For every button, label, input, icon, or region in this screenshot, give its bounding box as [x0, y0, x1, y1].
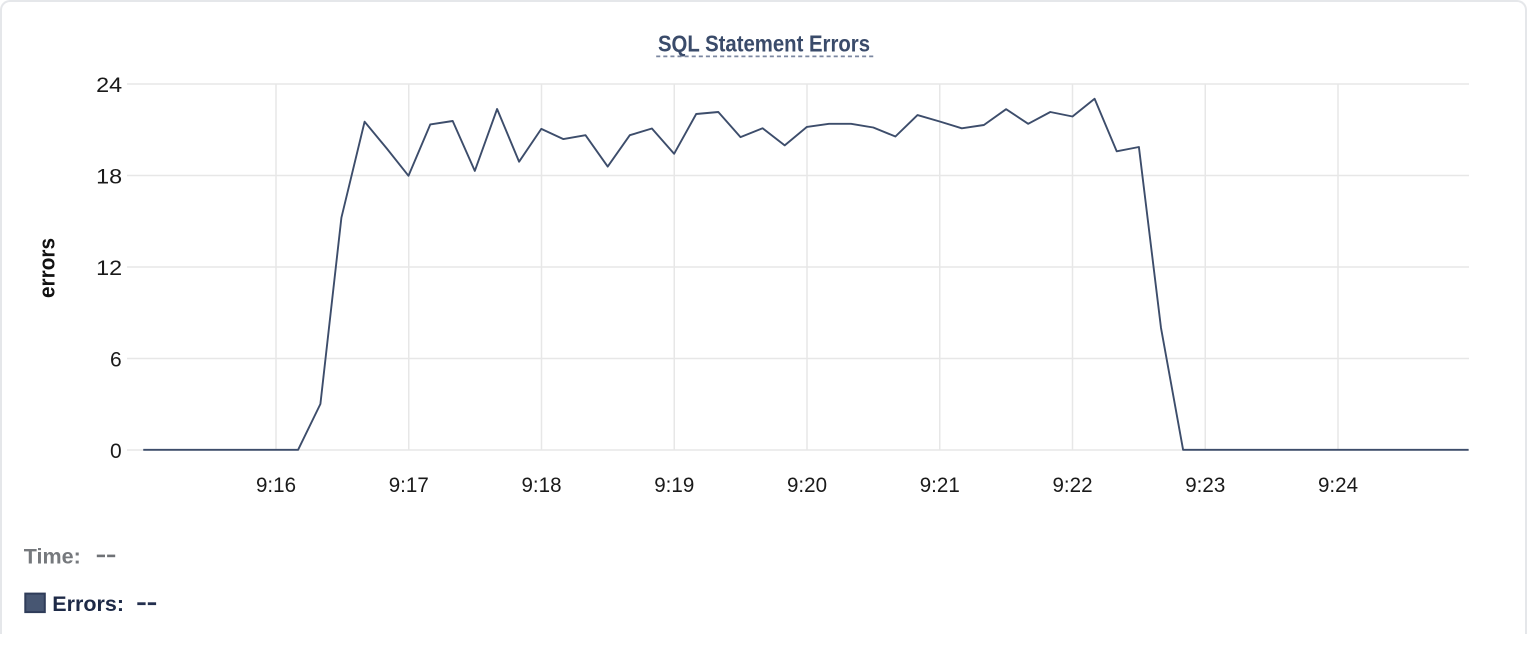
svg-text:9:20: 9:20	[787, 474, 827, 497]
svg-text:9:18: 9:18	[522, 474, 562, 497]
svg-text:24: 24	[96, 74, 122, 97]
svg-text:errors: errors	[34, 238, 59, 298]
svg-text:9:24: 9:24	[1318, 474, 1358, 497]
svg-text:9:22: 9:22	[1053, 474, 1093, 497]
svg-text:9:19: 9:19	[654, 474, 694, 497]
svg-text:Time:: Time:	[24, 545, 81, 569]
svg-text:6: 6	[110, 348, 122, 371]
svg-text:12: 12	[96, 257, 122, 280]
svg-text:0: 0	[110, 440, 122, 463]
svg-text:Errors:: Errors:	[52, 592, 124, 616]
svg-text:18: 18	[96, 165, 122, 188]
svg-text:SQL Statement Errors: SQL Statement Errors	[658, 31, 870, 57]
svg-text:9:23: 9:23	[1185, 474, 1225, 497]
svg-text:9:17: 9:17	[389, 474, 429, 497]
svg-text:9:16: 9:16	[256, 474, 296, 497]
svg-text:9:21: 9:21	[920, 474, 960, 497]
